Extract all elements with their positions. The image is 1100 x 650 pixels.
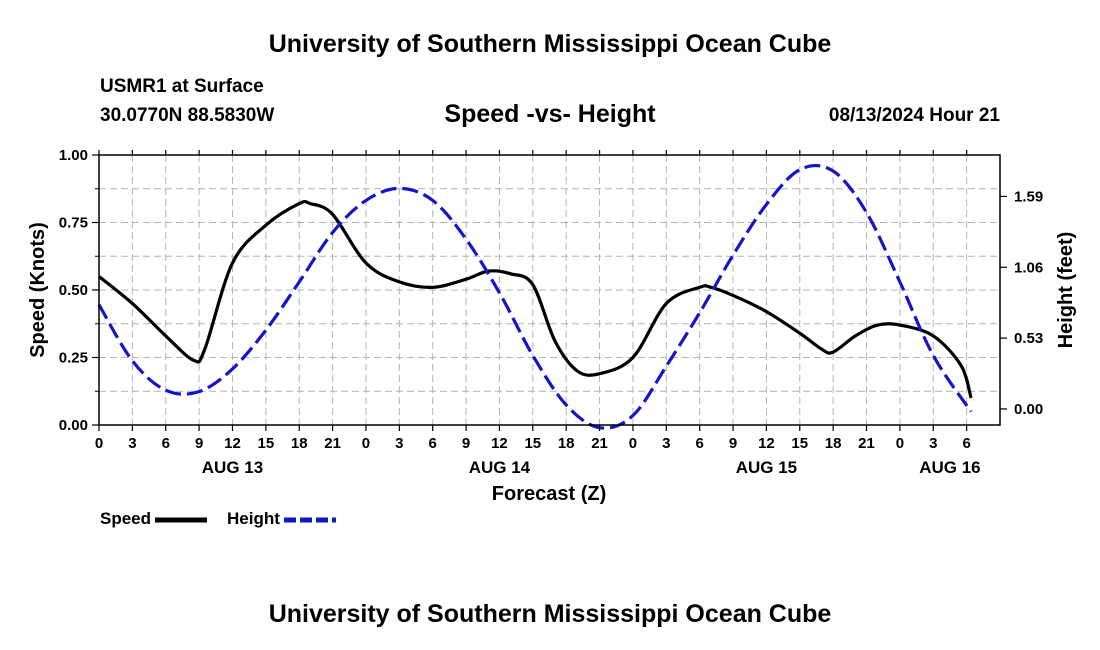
x-tick-label: 9 (729, 435, 737, 452)
axis-ticks: 0 3 6 9 12 15 18 21 0 3 6 9 12 15 18 21 0 3 6 9 12 15 18 21 0 3 6 A… (59, 147, 1043, 477)
x-tick-label: 6 (162, 435, 170, 452)
series-line-height (97, 163, 973, 430)
legend: Speed Height (100, 509, 356, 529)
x-tick-label: 12 (491, 435, 508, 452)
x-tick-label: 18 (558, 435, 575, 452)
x-tick-label: 21 (858, 435, 875, 452)
x-tick-label: 3 (395, 435, 403, 452)
x-tick-label: 0 (95, 435, 103, 452)
legend-height-swatch (283, 517, 336, 523)
y-left-tick-label: 1.00 (59, 147, 88, 164)
legend-speed-swatch (155, 517, 208, 523)
forecast-timestamp: 08/13/2024 Hour 21 (828, 105, 1000, 126)
x-tick-label: 3 (929, 435, 937, 452)
y-axis-left-label: Speed (Knots) (27, 222, 49, 358)
y-right-tick-label: 0.53 (1014, 330, 1043, 347)
y-left-tick-label: 0.50 (59, 282, 88, 299)
x-tick-label: 6 (695, 435, 703, 452)
y-axis-right-label: Height (feet) (1055, 232, 1077, 349)
page-title: University of Southern Mississippi Ocean… (268, 30, 832, 58)
x-tick-label: 15 (258, 435, 275, 452)
x-tick-label: 3 (128, 435, 136, 452)
y-left-tick-label: 0.25 (59, 350, 88, 367)
x-tick-label: 21 (591, 435, 608, 452)
chart-series (97, 163, 973, 430)
legend-height-label: Height (227, 509, 280, 528)
y-left-tick-label: 0.75 (59, 215, 88, 232)
footer-title: University of Southern Mississippi Ocean… (268, 600, 832, 628)
x-tick-label: 0 (629, 435, 637, 452)
x-tick-label: 9 (462, 435, 470, 452)
station-coordinates: 30.0770N 88.5830W (100, 105, 275, 126)
legend-speed-label: Speed (100, 509, 152, 528)
date-label: AUG 15 (736, 458, 797, 477)
x-tick-label: 6 (429, 435, 437, 452)
y-right-tick-label: 1.59 (1014, 188, 1043, 205)
x-tick-label: 12 (758, 435, 775, 452)
legend-item-speed: Speed (100, 509, 209, 529)
x-tick-label: 12 (224, 435, 241, 452)
x-tick-label: 21 (324, 435, 341, 452)
station-label: USMR1 at Surface (100, 76, 264, 97)
date-label: AUG 13 (202, 458, 263, 477)
x-tick-label: 9 (195, 435, 203, 452)
chart-subtitle: Speed -vs- Height (444, 100, 656, 128)
x-tick-label: 6 (962, 435, 970, 452)
date-label: AUG 16 (919, 458, 980, 477)
x-tick-label: 0 (896, 435, 904, 452)
x-tick-label: 3 (662, 435, 670, 452)
x-tick-label: 18 (291, 435, 308, 452)
legend-item-height: Height (227, 509, 338, 529)
x-axis-label: Forecast (Z) (492, 483, 606, 505)
x-tick-label: 15 (791, 435, 808, 452)
y-right-tick-label: 0.00 (1014, 401, 1043, 418)
x-tick-label: 18 (825, 435, 842, 452)
y-left-tick-label: 0.00 (59, 417, 88, 434)
grid-lines (99, 155, 1000, 425)
series-line-speed (97, 199, 973, 399)
date-label: AUG 14 (469, 458, 531, 477)
y-right-tick-label: 1.06 (1014, 259, 1043, 276)
x-tick-label: 15 (524, 435, 541, 452)
x-tick-label: 0 (362, 435, 370, 452)
